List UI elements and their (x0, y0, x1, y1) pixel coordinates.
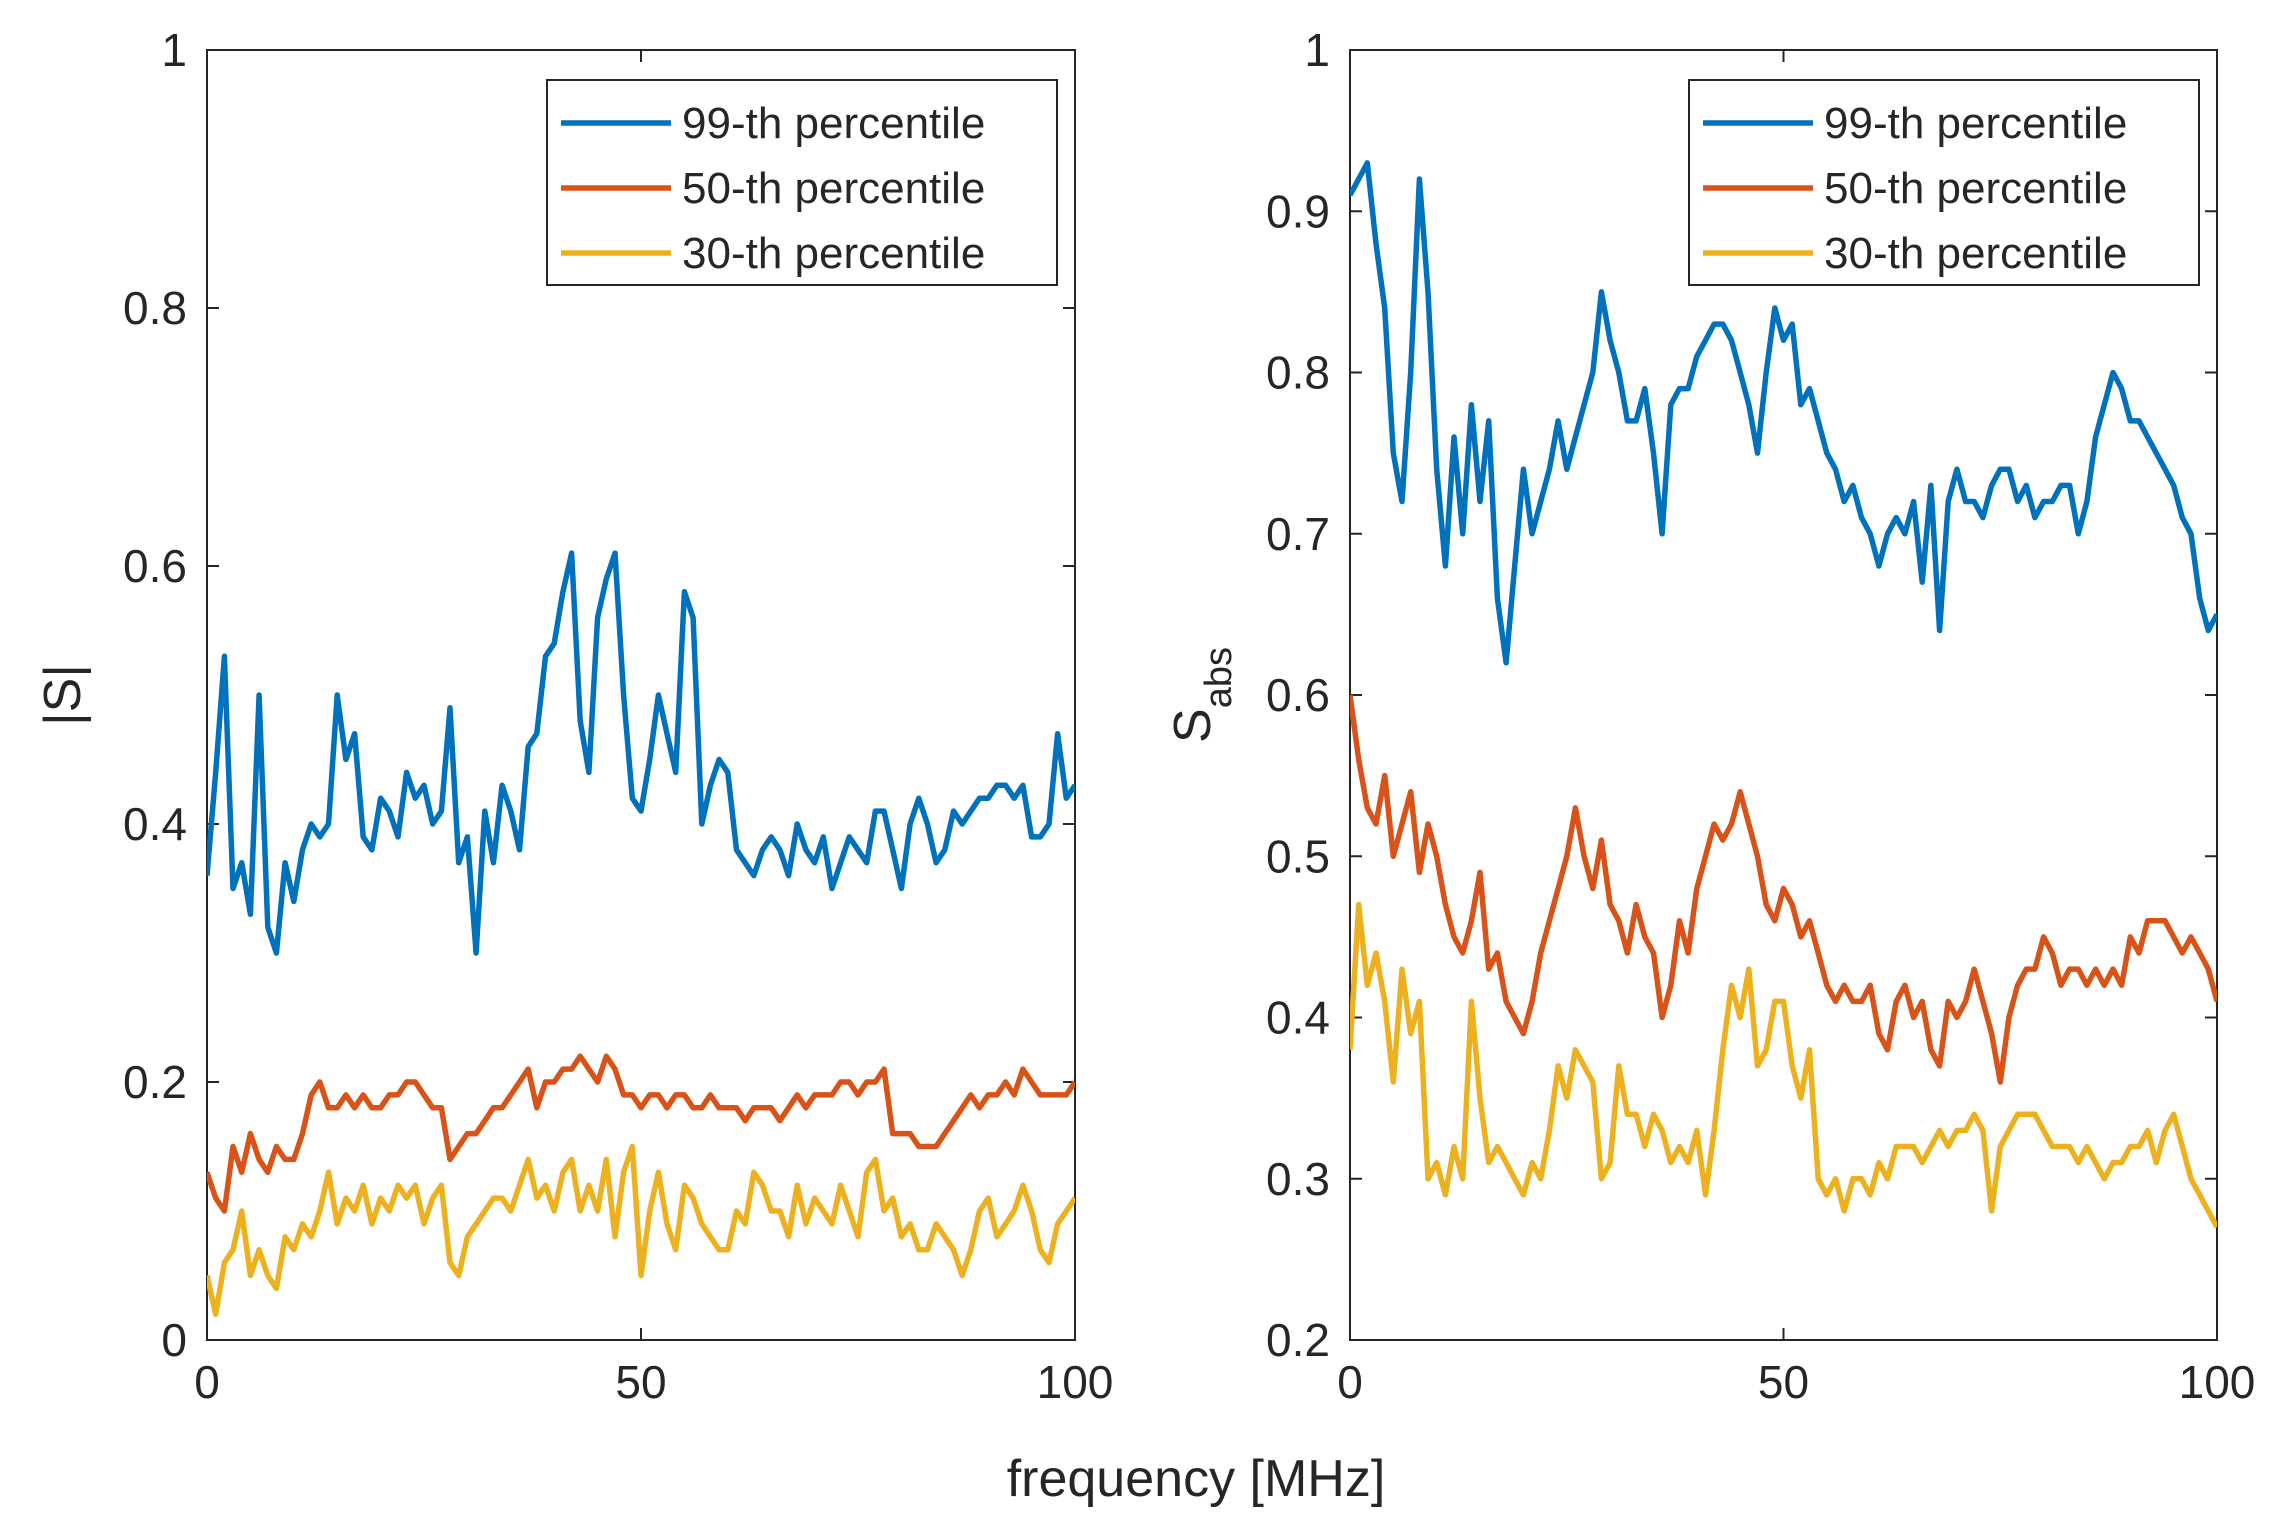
series-line (207, 1053, 1075, 1214)
legend-entry: 50-th percentile (1824, 164, 2127, 213)
legend-entry: 30-th percentile (1824, 229, 2127, 278)
series-line (207, 1143, 1075, 1317)
y-tick-label: 1 (161, 24, 187, 76)
legend-entry: 30-th percentile (682, 229, 985, 278)
y-tick-label: 0.4 (1266, 992, 1330, 1044)
series-line (1350, 160, 2217, 666)
x-tick-label: 100 (2179, 1356, 2256, 1408)
x-tick-label: 50 (615, 1356, 666, 1408)
series-group (207, 550, 1075, 1317)
legend: 99-th percentile 50-th percentile 30-th pe… (1688, 79, 2200, 286)
series-line (1350, 694, 2217, 1085)
y-tick-label: 0.2 (1266, 1314, 1330, 1366)
y-tick-label: 0.8 (1266, 347, 1330, 399)
y-tick-label: 0.6 (123, 540, 187, 592)
legend-entry: 99-th percentile (1824, 99, 2127, 148)
y-tick-label: 0.8 (123, 282, 187, 334)
y-tick-label: 0.2 (123, 1056, 187, 1108)
x-tick-label: 50 (1758, 1356, 1809, 1408)
y-tick-label: 0.3 (1266, 1153, 1330, 1205)
chart-right: 0 50 100 0.2 0.3 0.4 0.5 0.6 0.7 0.8 0.9 1 Sabs 99-th… (1164, 24, 2255, 1408)
series-line (1350, 901, 2217, 1229)
series-line (207, 550, 1075, 956)
series-group (1350, 160, 2217, 1229)
y-tick-label: 0.7 (1266, 508, 1330, 560)
chart-left: 0 50 100 0 0.2 0.4 0.6 0.8 1 |S| 99-th percentile 5… (34, 24, 1113, 1408)
y-tick-label: 0.4 (123, 798, 187, 850)
y-tick-label: 1 (1304, 24, 1330, 76)
y-tick-label: 0.5 (1266, 830, 1330, 882)
legend: 99-th percentile 50-th percentile 30-th pe… (546, 79, 1058, 286)
x-tick-label: 0 (194, 1356, 220, 1408)
x-axis-label: frequency [MHz] (1007, 1450, 1386, 1508)
legend-entry: 50-th percentile (682, 164, 985, 213)
y-tick-label: 0.6 (1266, 669, 1330, 721)
y-tick-label: 0.9 (1266, 185, 1330, 237)
y-tick-label: 0 (161, 1314, 187, 1366)
x-tick-label: 0 (1337, 1356, 1363, 1408)
x-tick-label: 100 (1037, 1356, 1114, 1408)
y-axis-label: Sabs (1164, 647, 1240, 743)
y-axis-label: |S| (34, 664, 92, 726)
legend-entry: 99-th percentile (682, 99, 985, 148)
